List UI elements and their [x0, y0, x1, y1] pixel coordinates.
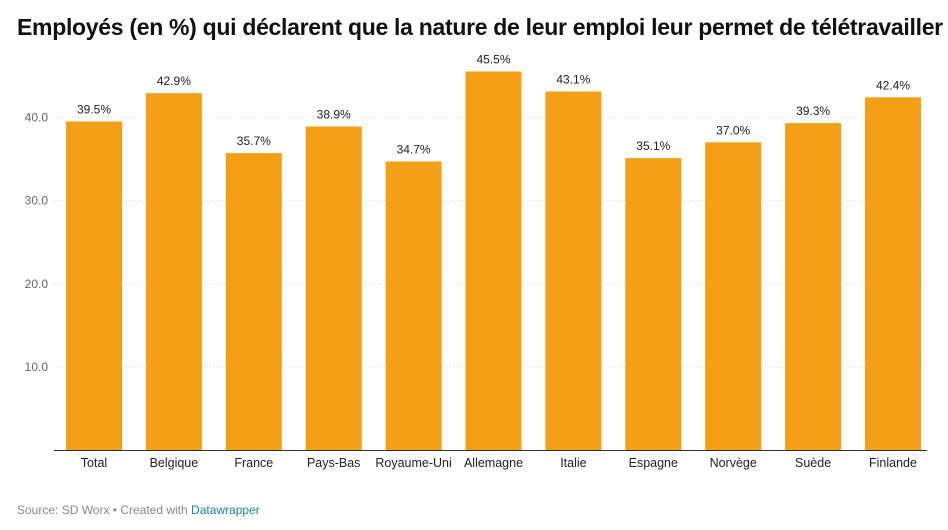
category-label: Norvège	[710, 456, 757, 470]
bar	[66, 121, 122, 451]
bar	[145, 93, 202, 451]
bar	[705, 142, 762, 451]
source-text: Source: SD Worx • Created with	[17, 503, 192, 517]
bar-value-label: 45.5%	[476, 52, 510, 66]
bar	[225, 153, 282, 451]
datawrapper-link[interactable]: Datawrapper	[191, 503, 260, 517]
y-tick-label: 40.0	[25, 110, 49, 124]
bar-value-label: 35.7%	[237, 134, 271, 148]
bar-chart: 10.0 20.0 30.0 40.0 39.5% 42.9% 35.7% 38.9% 34.…	[25, 52, 927, 470]
bar-value-label: 42.4%	[876, 78, 910, 92]
category-labels: Total Belgique France Pays-Bas Royaume-Uni Al…	[81, 456, 917, 470]
category-label: Italie	[560, 456, 586, 470]
bar-value-label: 42.9%	[157, 74, 191, 88]
y-tick-label: 30.0	[25, 194, 49, 208]
y-tick-label: 10.0	[25, 360, 49, 374]
y-axis-ticks: 10.0 20.0 30.0 40.0	[25, 110, 49, 374]
bar	[385, 161, 442, 451]
category-label: Allemagne	[464, 456, 523, 470]
bar-value-label: 38.9%	[317, 107, 351, 121]
category-label: Suède	[795, 456, 831, 470]
value-labels: 39.5% 42.9% 35.7% 38.9% 34.7% 45.5% 43.1% 35.1%…	[77, 52, 910, 156]
category-label: Pays-Bas	[307, 456, 361, 470]
bar-value-label: 35.1%	[636, 139, 670, 153]
bar-value-label: 39.3%	[796, 104, 830, 118]
chart-footer: Source: SD Worx • Created with Datawrapp…	[17, 503, 260, 517]
category-label: Belgique	[150, 456, 199, 470]
bar	[305, 126, 362, 451]
chart-title: Employés (en %) qui déclarent que la nat…	[17, 14, 943, 40]
category-label: Total	[81, 456, 107, 470]
bar-value-label: 43.1%	[556, 72, 590, 86]
bar	[865, 97, 921, 451]
category-label: France	[234, 456, 273, 470]
bar	[625, 158, 682, 451]
bars	[66, 71, 921, 451]
bar-value-label: 37.0%	[716, 123, 750, 137]
bar	[545, 91, 602, 451]
y-tick-label: 20.0	[25, 277, 49, 291]
category-label: Royaume-Uni	[375, 456, 451, 470]
bar	[785, 123, 842, 451]
bar-value-label: 39.5%	[77, 102, 111, 116]
category-label: Finlande	[869, 456, 917, 470]
bar-value-label: 34.7%	[397, 142, 431, 156]
category-label: Espagne	[629, 456, 678, 470]
bar	[465, 71, 522, 451]
